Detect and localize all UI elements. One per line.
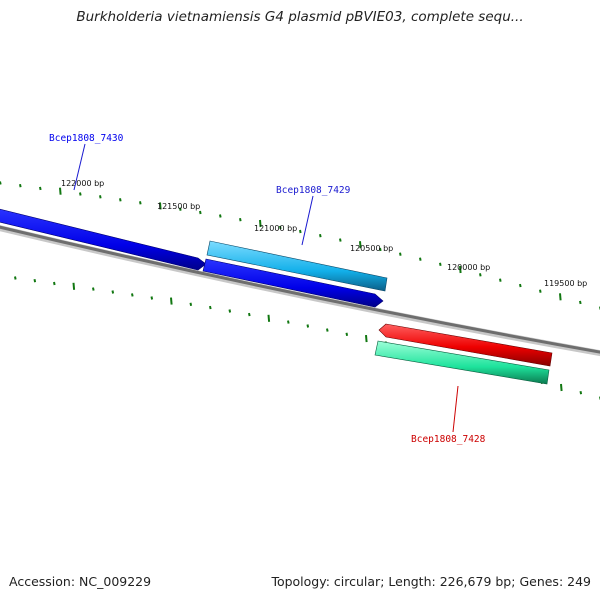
minor-tick (33, 279, 37, 283)
outer-tick-marks (0, 181, 600, 310)
minor-tick (189, 302, 193, 306)
minor-tick (209, 305, 212, 310)
major-tick (159, 202, 162, 210)
major-tick (559, 293, 562, 301)
minor-tick (99, 195, 102, 199)
minor-tick (345, 332, 349, 336)
genes-label: Genes: (519, 574, 564, 589)
gene-label[interactable]: Bcep1808_7429 (276, 185, 351, 196)
sequence-stats: Topology: circular; Length: 226,679 bp; … (271, 574, 591, 589)
minor-tick (219, 214, 222, 218)
major-tick (259, 219, 262, 228)
minor-tick (14, 276, 17, 280)
gene-bar[interactable] (206, 240, 388, 292)
gene-feature-green[interactable] (374, 340, 550, 385)
minor-tick (326, 328, 329, 332)
minor-tick (228, 309, 232, 313)
major-tick (459, 265, 462, 274)
gene-label[interactable]: Bcep1808_7430 (49, 133, 124, 144)
minor-tick (399, 252, 402, 256)
accession-value: NC_009229 (79, 574, 152, 589)
accession-info: Accession: NC_009229 (9, 574, 151, 589)
minor-tick (53, 281, 56, 286)
major-tick (560, 383, 563, 392)
minor-tick (579, 391, 583, 395)
minor-tick (39, 186, 42, 191)
gene-arrow-segment[interactable] (202, 258, 384, 308)
minor-tick (499, 278, 502, 282)
minor-tick (199, 210, 202, 215)
minor-tick (150, 296, 154, 300)
gene-bcep1808-7430[interactable] (0, 208, 384, 308)
genes-value: 249 (567, 574, 591, 589)
minor-tick (539, 289, 542, 293)
minor-tick (139, 201, 142, 205)
minor-tick (279, 225, 282, 230)
map-title: Burkholderia vietnamiensis G4 plasmid pB… (76, 9, 524, 25)
minor-tick (339, 238, 342, 242)
major-tick (267, 314, 271, 322)
minor-tick (19, 184, 22, 188)
minor-tick (579, 300, 582, 305)
gene-bcep1808-7429[interactable] (206, 240, 388, 292)
minor-tick (439, 262, 442, 266)
minor-tick (287, 320, 290, 324)
tick-label: 121500 bp (157, 202, 200, 211)
minor-tick (306, 324, 310, 328)
gene-arrow[interactable] (378, 323, 553, 367)
major-tick (72, 282, 76, 290)
gene-label-leader (452, 385, 459, 433)
gene-arrow-segment[interactable] (0, 208, 207, 271)
major-tick (59, 187, 62, 195)
length-label: Length: (388, 574, 436, 589)
minor-tick (0, 181, 2, 185)
minor-tick (111, 290, 115, 294)
tick-label: 122000 bp (61, 179, 104, 188)
accession-label: Accession: (9, 574, 76, 589)
minor-tick (239, 218, 242, 222)
plasmid-backbone-core (0, 225, 600, 354)
tick-label: 119500 bp (544, 279, 587, 288)
gene-bcep1808-7428[interactable] (378, 323, 553, 367)
minor-tick (379, 247, 382, 252)
tick-label: 121000 bp (254, 224, 297, 233)
gene-label-leader (73, 143, 86, 191)
minor-tick (519, 283, 522, 288)
minor-tick (299, 229, 302, 234)
tick-label: 120500 bp (350, 244, 393, 253)
minor-tick (79, 192, 82, 196)
major-tick (170, 297, 173, 305)
gene-label[interactable]: Bcep1808_7428 (411, 434, 486, 445)
minor-tick (319, 234, 322, 238)
minor-tick (179, 207, 182, 211)
major-tick (359, 241, 362, 249)
minor-tick (119, 198, 122, 202)
topology-label: Topology: (271, 574, 330, 589)
minor-tick (419, 257, 422, 261)
minor-tick (131, 293, 134, 297)
topology-value: circular (333, 574, 381, 589)
minor-tick (92, 287, 95, 291)
gene-label-leader (301, 195, 314, 246)
minor-tick (248, 312, 251, 317)
major-tick (365, 335, 368, 343)
gene-bar[interactable] (374, 340, 550, 385)
length-value: 226,679 bp (439, 574, 512, 589)
tick-label: 120000 bp (447, 263, 490, 272)
minor-tick (479, 273, 482, 277)
